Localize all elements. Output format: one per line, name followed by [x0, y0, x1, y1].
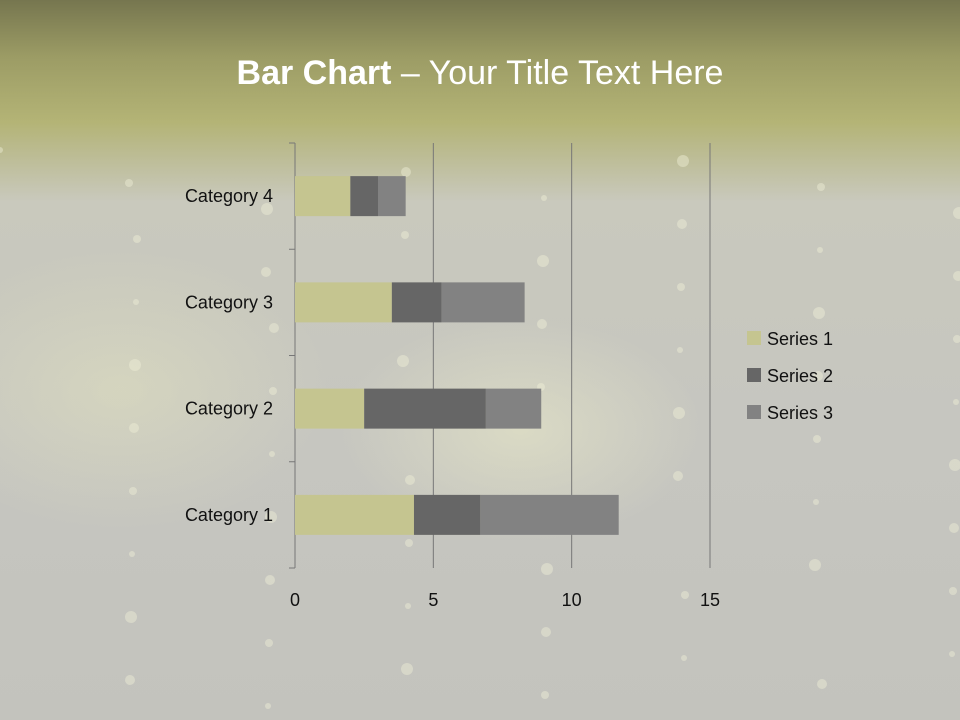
spark-dot — [133, 235, 141, 243]
x-tick-label: 10 — [562, 590, 582, 610]
spark-dot — [269, 387, 277, 395]
spark-dot — [681, 655, 687, 661]
spark-dot — [269, 451, 275, 457]
spark-dot — [0, 147, 3, 153]
spark-dot — [541, 195, 547, 201]
spark-dot — [125, 179, 133, 187]
x-tick-label: 0 — [290, 590, 300, 610]
spark-dot — [129, 487, 137, 495]
spark-dot — [265, 639, 273, 647]
spark-dot — [541, 627, 551, 637]
spark-dot — [397, 355, 409, 367]
bar-series-1 — [295, 388, 365, 429]
spark-dot — [953, 271, 960, 281]
spark-dot — [673, 407, 685, 419]
spark-dot — [813, 371, 823, 381]
spark-dot — [537, 255, 549, 267]
spark-dot — [813, 307, 825, 319]
category-label: Category 4 — [185, 186, 273, 206]
title-rest: – Your Title Text Here — [391, 54, 724, 92]
bar-series-1 — [295, 494, 414, 535]
bar-series-2 — [413, 494, 481, 535]
spark-dot — [541, 563, 553, 575]
bar-series-3 — [441, 282, 525, 323]
spark-dot — [953, 399, 959, 405]
spark-dot — [401, 231, 409, 239]
spark-dot — [129, 359, 141, 371]
legend-label: Series 2 — [767, 366, 833, 386]
spark-dot — [681, 591, 689, 599]
bar-series-3 — [378, 176, 406, 217]
legend-label: Series 1 — [767, 329, 833, 349]
spark-dot — [405, 475, 415, 485]
spark-dot — [677, 347, 683, 353]
spark-dot — [817, 679, 827, 689]
spark-dot — [537, 319, 547, 329]
legend-label: Series 3 — [767, 403, 833, 423]
spark-dot — [953, 335, 960, 343]
spark-dot — [673, 471, 683, 481]
spark-dot — [265, 511, 277, 523]
spark-dot — [405, 603, 411, 609]
spark-dot — [125, 611, 137, 623]
bar-series-3 — [485, 388, 542, 429]
spark-dot — [133, 299, 139, 305]
spark-dot — [953, 207, 960, 219]
category-label: Category 1 — [185, 505, 273, 525]
spark-dot — [261, 203, 273, 215]
spark-dot — [949, 523, 959, 533]
category-label: Category 2 — [185, 399, 273, 419]
spark-dot — [677, 283, 685, 291]
spark-dot — [813, 499, 819, 505]
x-tick-label: 5 — [428, 590, 438, 610]
spark-dot — [129, 423, 139, 433]
slide-title: Bar Chart – Your Title Text Here — [0, 54, 960, 93]
bar-series-2 — [350, 176, 378, 217]
spark-dot — [813, 435, 821, 443]
spark-dot — [401, 663, 413, 675]
legend-swatch — [747, 368, 761, 382]
legend-swatch — [747, 405, 761, 419]
spark-dot — [809, 559, 821, 571]
legend-swatch — [747, 331, 761, 345]
spark-dot — [949, 459, 960, 471]
spark-dot — [269, 323, 279, 333]
spark-dot — [125, 675, 135, 685]
spark-dot — [541, 691, 549, 699]
title-bold: Bar Chart — [236, 54, 392, 92]
bar-series-2 — [391, 282, 442, 323]
spark-dot — [677, 219, 687, 229]
spark-dot — [261, 267, 271, 277]
spark-dot — [677, 155, 689, 167]
spark-dot — [265, 703, 271, 709]
bar-series-3 — [480, 494, 619, 535]
bar-series-1 — [295, 282, 392, 323]
spark-dot — [817, 183, 825, 191]
spark-dot — [129, 551, 135, 557]
bar-series-2 — [364, 388, 486, 429]
spark-dot — [949, 587, 957, 595]
spark-dot — [405, 539, 413, 547]
spark-dot — [817, 247, 823, 253]
spark-dot — [265, 575, 275, 585]
spark-dot — [401, 167, 411, 177]
bar-series-1 — [295, 176, 351, 217]
category-label: Category 3 — [185, 292, 273, 312]
spark-dot — [949, 651, 955, 657]
x-tick-label: 15 — [700, 590, 720, 610]
